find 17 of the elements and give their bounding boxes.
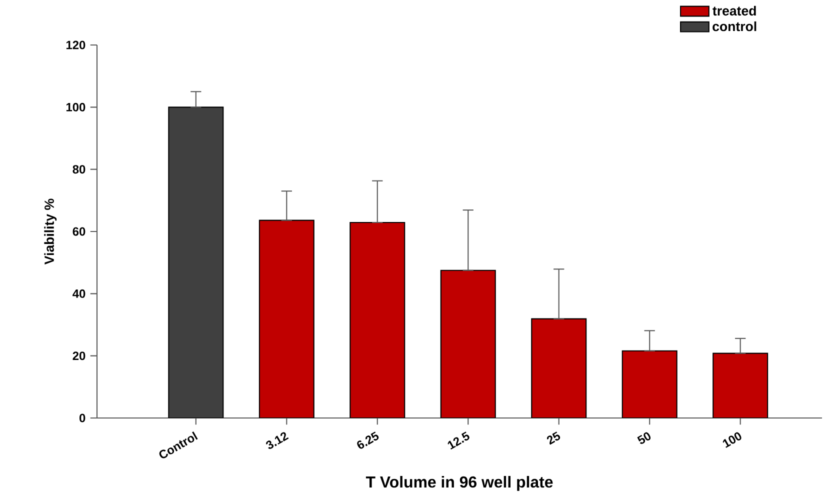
y-tick-label: 40 (72, 289, 86, 298)
x-tick-label: 100 (722, 432, 742, 448)
y-tick-label: 0 (79, 414, 86, 422)
x-tick-label: 25 (546, 432, 560, 445)
y-tick-label: 100 (66, 102, 86, 112)
y-axis-title: Viability % (44, 198, 57, 265)
y-tick-label: 20 (72, 352, 86, 360)
x-tick-label: 6.25 (357, 432, 379, 449)
y-tick-label: 60 (72, 227, 86, 236)
legend-label: treated (712, 6, 756, 16)
x-axis-title: T Volume in 96 well plate (366, 476, 553, 491)
x-tick-label: 12.5 (448, 432, 470, 450)
legend-label: control (712, 21, 756, 32)
x-tick-label: 3.12 (266, 432, 289, 449)
y-tick-label: 80 (72, 165, 86, 174)
y-tick-label: 120 (66, 40, 86, 50)
x-tick-label: 50 (637, 432, 651, 444)
